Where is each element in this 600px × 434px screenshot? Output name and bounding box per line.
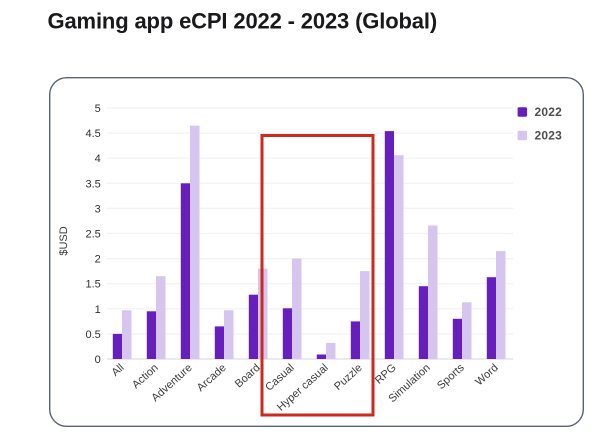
svg-text:Gaming app eCPI 2022 - 2023 (G: Gaming app eCPI 2022 - 2023 (Global) bbox=[48, 9, 438, 34]
svg-text:2022: 2022 bbox=[535, 105, 563, 119]
svg-text:3: 3 bbox=[95, 203, 101, 215]
svg-text:3.5: 3.5 bbox=[86, 178, 101, 190]
svg-text:0.5: 0.5 bbox=[86, 329, 101, 341]
svg-text:1.5: 1.5 bbox=[86, 279, 101, 291]
svg-text:$USD: $USD bbox=[58, 226, 70, 255]
svg-text:0: 0 bbox=[95, 354, 101, 366]
svg-text:2023: 2023 bbox=[535, 128, 563, 142]
svg-text:4: 4 bbox=[95, 153, 101, 165]
svg-text:1: 1 bbox=[95, 304, 101, 316]
svg-text:5: 5 bbox=[95, 103, 101, 115]
svg-text:2: 2 bbox=[95, 254, 101, 266]
svg-text:4.5: 4.5 bbox=[86, 128, 101, 140]
svg-text:2.5: 2.5 bbox=[86, 229, 101, 241]
